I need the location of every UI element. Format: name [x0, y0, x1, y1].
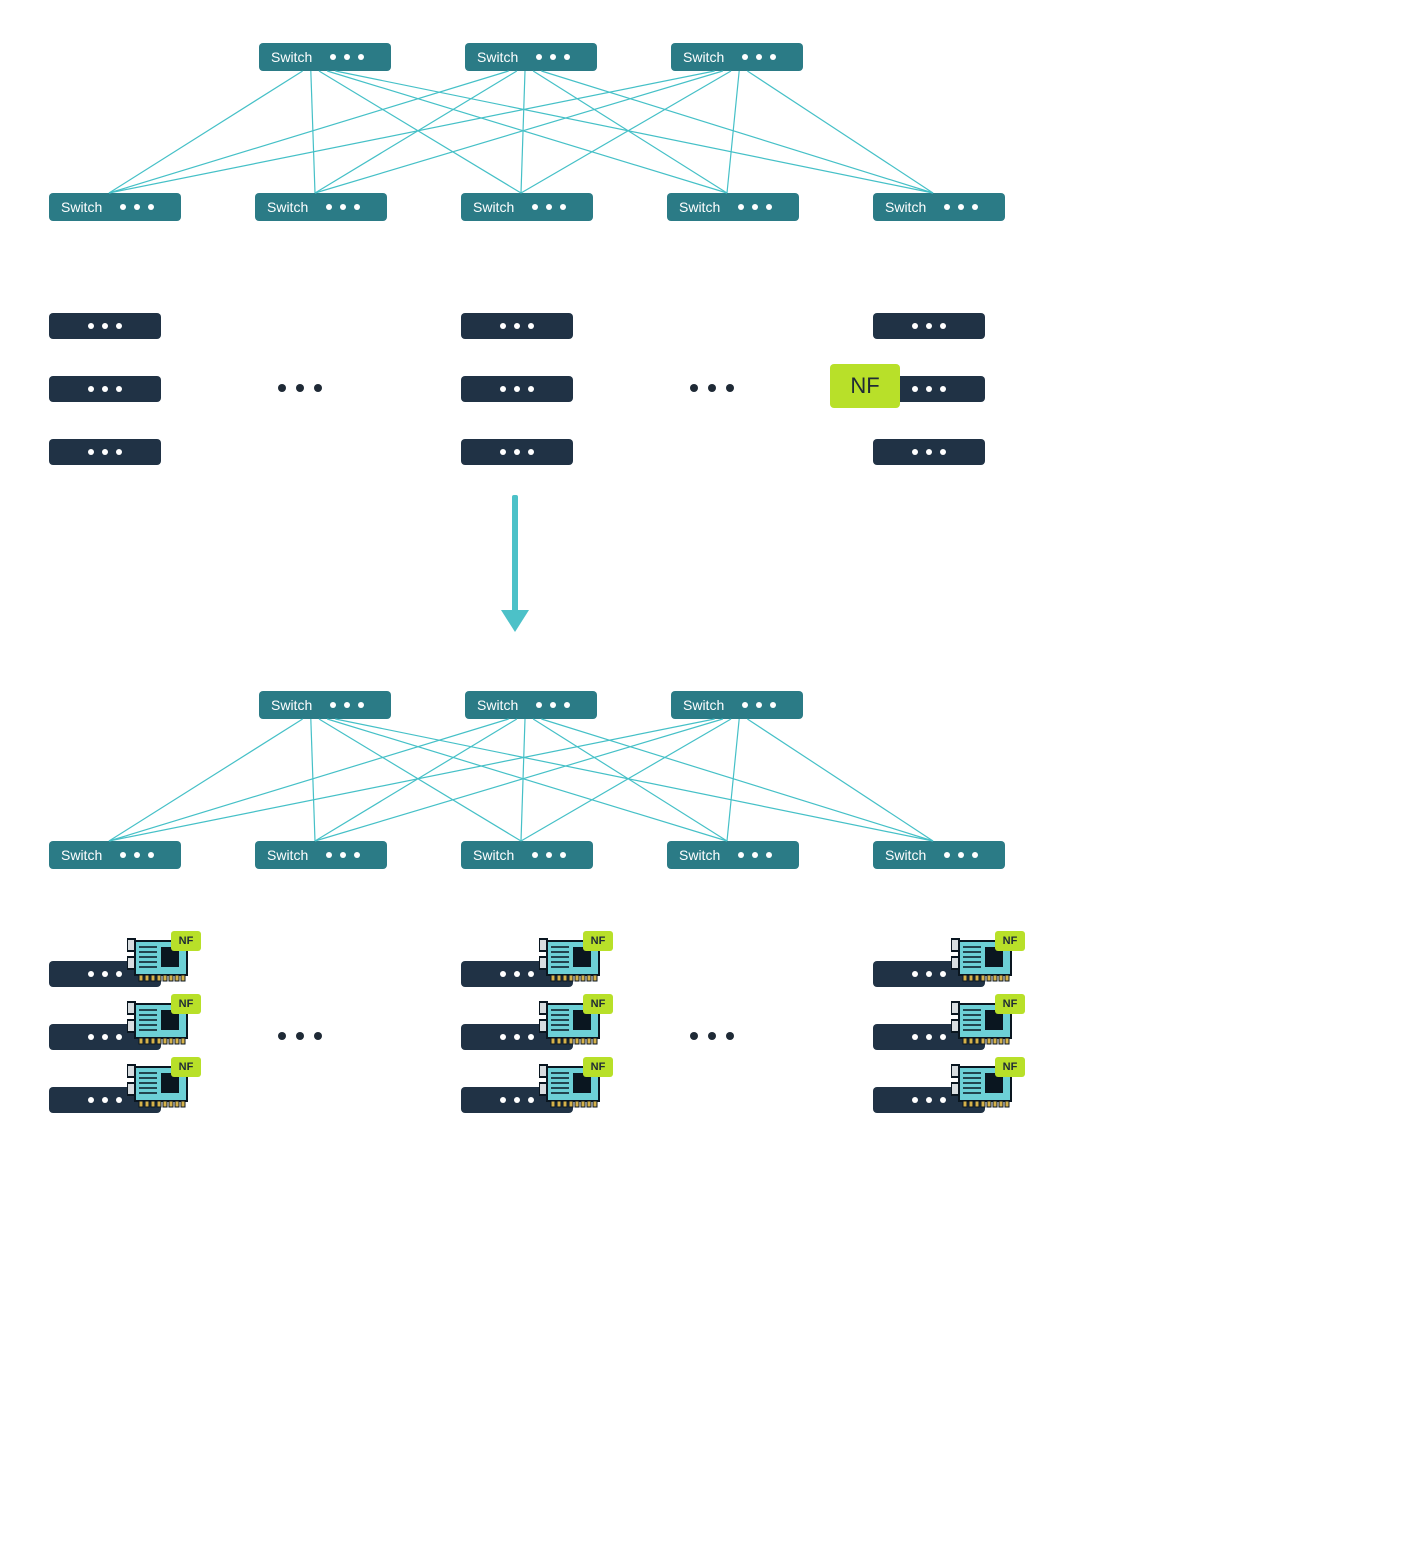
switch-node: Switch — [255, 193, 387, 221]
server-node — [873, 439, 985, 465]
server-node — [461, 439, 573, 465]
switch-node: Switch — [461, 193, 593, 221]
switch-label: Switch — [473, 847, 514, 863]
switch-node: Switch — [873, 193, 1005, 221]
topology-edges — [0, 0, 1426, 1563]
nf-badge-small: NF — [171, 1057, 201, 1077]
switch-node: Switch — [461, 841, 593, 869]
nf-badge-small: NF — [583, 1057, 613, 1077]
switch-node: Switch — [667, 841, 799, 869]
switch-node: Switch — [873, 841, 1005, 869]
switch-label: Switch — [679, 847, 720, 863]
server-node — [461, 313, 573, 339]
switch-node: Switch — [49, 193, 181, 221]
transition-arrow-head — [501, 610, 529, 632]
server-node — [49, 376, 161, 402]
switch-node: Switch — [667, 193, 799, 221]
switch-label: Switch — [473, 199, 514, 215]
switch-label: Switch — [477, 49, 518, 65]
switch-label: Switch — [267, 847, 308, 863]
switch-label: Switch — [683, 697, 724, 713]
ellipsis-icon — [278, 384, 322, 392]
nf-badge-small: NF — [583, 994, 613, 1014]
switch-label: Switch — [679, 199, 720, 215]
switch-label: Switch — [885, 199, 926, 215]
switch-node: Switch — [465, 43, 597, 71]
nf-badge-small: NF — [995, 994, 1025, 1014]
switch-node: Switch — [259, 691, 391, 719]
switch-node: Switch — [465, 691, 597, 719]
nf-badge-small: NF — [171, 931, 201, 951]
nf-badge-small: NF — [583, 931, 613, 951]
server-node — [873, 313, 985, 339]
switch-label: Switch — [683, 49, 724, 65]
topology-edges — [0, 0, 1426, 1563]
server-node — [49, 439, 161, 465]
switch-label: Switch — [477, 697, 518, 713]
nf-badge-small: NF — [995, 931, 1025, 951]
switch-label: Switch — [61, 847, 102, 863]
switch-node: Switch — [259, 43, 391, 71]
switch-label: Switch — [271, 49, 312, 65]
switch-node: Switch — [671, 691, 803, 719]
transition-arrow — [512, 495, 518, 612]
nf-badge-large: NF — [830, 364, 900, 408]
nf-badge-small: NF — [995, 1057, 1025, 1077]
switch-node: Switch — [49, 841, 181, 869]
switch-label: Switch — [267, 199, 308, 215]
switch-label: Switch — [885, 847, 926, 863]
server-node — [461, 376, 573, 402]
server-node — [49, 313, 161, 339]
ellipsis-icon — [690, 1032, 734, 1040]
ellipsis-icon — [278, 1032, 322, 1040]
nf-badge-small: NF — [171, 994, 201, 1014]
diagram-canvas: Switch Switch Switch Switch Switch Switch Swit… — [0, 0, 1426, 1563]
switch-node: Switch — [255, 841, 387, 869]
switch-node: Switch — [671, 43, 803, 71]
switch-label: Switch — [61, 199, 102, 215]
ellipsis-icon — [690, 384, 734, 392]
switch-label: Switch — [271, 697, 312, 713]
